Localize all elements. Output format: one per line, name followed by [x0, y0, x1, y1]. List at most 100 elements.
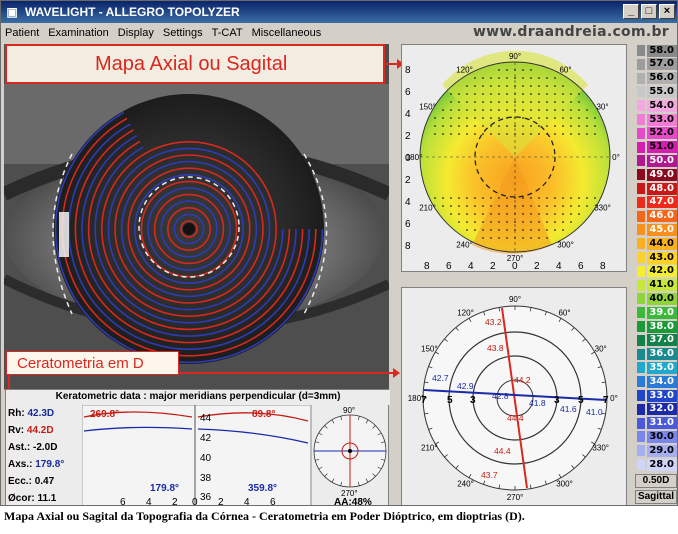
aa-value: AA:48%	[334, 497, 372, 506]
radial-tick	[428, 427, 433, 430]
mini-tick	[324, 473, 328, 477]
scale-value: 48.0	[647, 182, 677, 195]
grid-dot	[538, 101, 540, 103]
grid-dot	[474, 221, 476, 223]
profile-x-tick: 2	[218, 497, 224, 506]
grid-dot	[466, 197, 468, 199]
grid-dot	[458, 93, 460, 95]
grid-dot	[562, 133, 564, 135]
grid-dot	[554, 93, 556, 95]
mini-tick	[365, 478, 369, 483]
grid-dot	[570, 133, 572, 135]
topo-y-tick: 0	[405, 153, 411, 164]
grid-dot	[562, 85, 564, 87]
scale-entry: 41.0	[635, 279, 677, 292]
topography-map-panel[interactable]: 8 8 6 6 4 4 2 2 0 0 2 2 4 4 6 6 8 8 90° 60° 30° 0° 330° 300° 27…	[401, 44, 627, 272]
grid-dot	[562, 117, 564, 119]
mini-tick	[377, 466, 382, 470]
grid-dot	[522, 109, 524, 111]
scale-swatch	[637, 376, 645, 388]
grid-dot	[466, 133, 468, 135]
grid-dot	[554, 213, 556, 215]
radial-tick	[424, 381, 429, 384]
radial-tick	[435, 441, 439, 445]
menu-patient[interactable]: Patient	[5, 26, 40, 39]
menu-tcat[interactable]: T-CAT	[211, 26, 243, 39]
grid-dot	[530, 205, 532, 207]
menu-display[interactable]: Display	[117, 26, 154, 39]
grid-dot	[586, 133, 588, 135]
grid-dot	[498, 69, 500, 71]
grid-dot	[490, 213, 492, 215]
profile-x-tick: 2	[172, 497, 178, 506]
menu-examination[interactable]: Examination	[48, 26, 109, 39]
grid-dot	[562, 109, 564, 111]
grid-dot	[530, 93, 532, 95]
kera-v-mid: 44.2	[514, 375, 531, 385]
grid-dot	[554, 221, 556, 223]
scale-swatch	[637, 127, 645, 139]
mini-dial-top: 90°	[343, 406, 355, 415]
angle-label: 0°	[610, 394, 618, 403]
scale-entry: 44.0	[635, 237, 677, 250]
scale-entry: 42.0	[635, 265, 677, 278]
kera-ring-label: 3	[470, 395, 476, 406]
radial-tick	[444, 338, 448, 342]
grid-dot	[538, 133, 540, 135]
grid-dot	[442, 205, 444, 207]
grid-dot	[538, 77, 540, 79]
scale-entry: 33.0	[635, 389, 677, 402]
grid-dot	[466, 213, 468, 215]
grid-dot	[482, 205, 484, 207]
row-value: 42.3D	[27, 408, 55, 419]
scale-swatch	[637, 459, 645, 470]
grid-dot	[474, 213, 476, 215]
maximize-button[interactable]: □	[641, 4, 657, 19]
grid-dot	[570, 93, 572, 95]
sagittal-mode-button[interactable]: Sagittal	[635, 489, 677, 504]
placido-ring	[74, 114, 304, 344]
angle-label: 30°	[596, 103, 608, 112]
title-bar: ▣ WAVELIGHT - ALLEGRO TOPOLYZER _ □ ×	[1, 1, 677, 23]
scale-swatch	[637, 265, 645, 277]
placido-ring	[173, 213, 205, 245]
scale-swatch	[637, 362, 645, 374]
grid-dot	[570, 205, 572, 207]
scale-value: 54.0	[647, 99, 677, 112]
scale-swatch	[637, 403, 645, 415]
menu-miscellaneous[interactable]: Miscellaneous	[251, 26, 322, 39]
mini-tick	[380, 458, 385, 461]
angle-label: 210°	[419, 204, 436, 213]
scale-swatch	[637, 431, 645, 443]
scale-entry: 50.0	[635, 154, 677, 167]
radial-tick	[483, 311, 486, 316]
grid-dot	[482, 85, 484, 87]
keratometry-map-panel[interactable]: 90° 60° 30° 0° 330° 300° 270° 240° 210° 180° 150° 1…	[401, 287, 627, 505]
grid-dot	[514, 101, 516, 103]
grid-dot	[562, 205, 564, 207]
keratometry-annotation: Ceratometria em D	[6, 351, 179, 375]
grid-dot	[458, 125, 460, 127]
angle-label: 30°	[595, 345, 607, 354]
grid-dot	[562, 221, 564, 223]
grid-dot	[522, 101, 524, 103]
profile-plot: 269.8° 89.8° 179.8° 359.8° 44 42 40 38 3…	[82, 405, 387, 506]
grid-dot	[506, 221, 508, 223]
scale-swatch	[637, 417, 645, 429]
scale-value: 55.0	[647, 85, 677, 98]
grid-dot	[482, 101, 484, 103]
grid-dot	[538, 117, 540, 119]
grid-dot	[530, 125, 532, 127]
grid-dot	[562, 197, 564, 199]
row-label: Rh:	[8, 408, 25, 419]
grid-dot	[506, 229, 508, 231]
close-button[interactable]: ×	[659, 4, 675, 19]
scale-value: 58.0	[647, 44, 677, 57]
menu-settings[interactable]: Settings	[162, 26, 203, 39]
topo-x-tick: 4	[468, 261, 474, 272]
grid-dot	[450, 101, 452, 103]
grid-dot	[538, 109, 540, 111]
radial-tick	[455, 465, 459, 469]
topo-x-tick: 4	[556, 261, 562, 272]
minimize-button[interactable]: _	[623, 4, 639, 19]
